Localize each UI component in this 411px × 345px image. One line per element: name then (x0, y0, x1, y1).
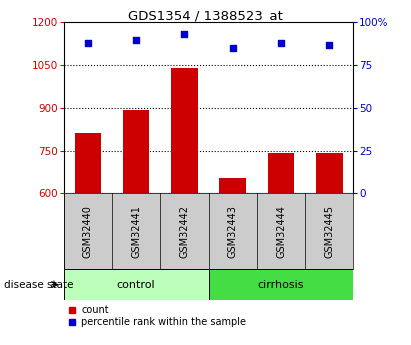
Point (133, 37, 139, 42)
Legend: count, percentile rank within the sample: count, percentile rank within the sample (69, 305, 246, 327)
Point (85, 40, 91, 46)
Point (229, 45, 236, 51)
Bar (123, 110, 150, 193)
Bar (171, 68, 198, 193)
Text: GSM32444: GSM32444 (276, 205, 286, 258)
Bar (219, 178, 246, 193)
Bar (64, 269, 208, 300)
Bar (74, 134, 101, 193)
Bar (316, 153, 343, 193)
Text: GSM32440: GSM32440 (83, 205, 93, 258)
Text: GSM32443: GSM32443 (228, 205, 238, 258)
Point (278, 40, 284, 46)
Bar (209, 269, 353, 300)
Text: GSM32442: GSM32442 (180, 205, 189, 258)
Text: GSM32445: GSM32445 (324, 205, 334, 258)
Point (326, 42, 332, 47)
Text: cirrhosis: cirrhosis (258, 280, 304, 289)
Text: disease state: disease state (4, 280, 74, 289)
Bar (268, 153, 294, 193)
Text: GSM32441: GSM32441 (131, 205, 141, 258)
Point (181, 32, 188, 37)
Text: GDS1354 / 1388523_at: GDS1354 / 1388523_at (128, 9, 283, 22)
Text: control: control (117, 280, 155, 289)
